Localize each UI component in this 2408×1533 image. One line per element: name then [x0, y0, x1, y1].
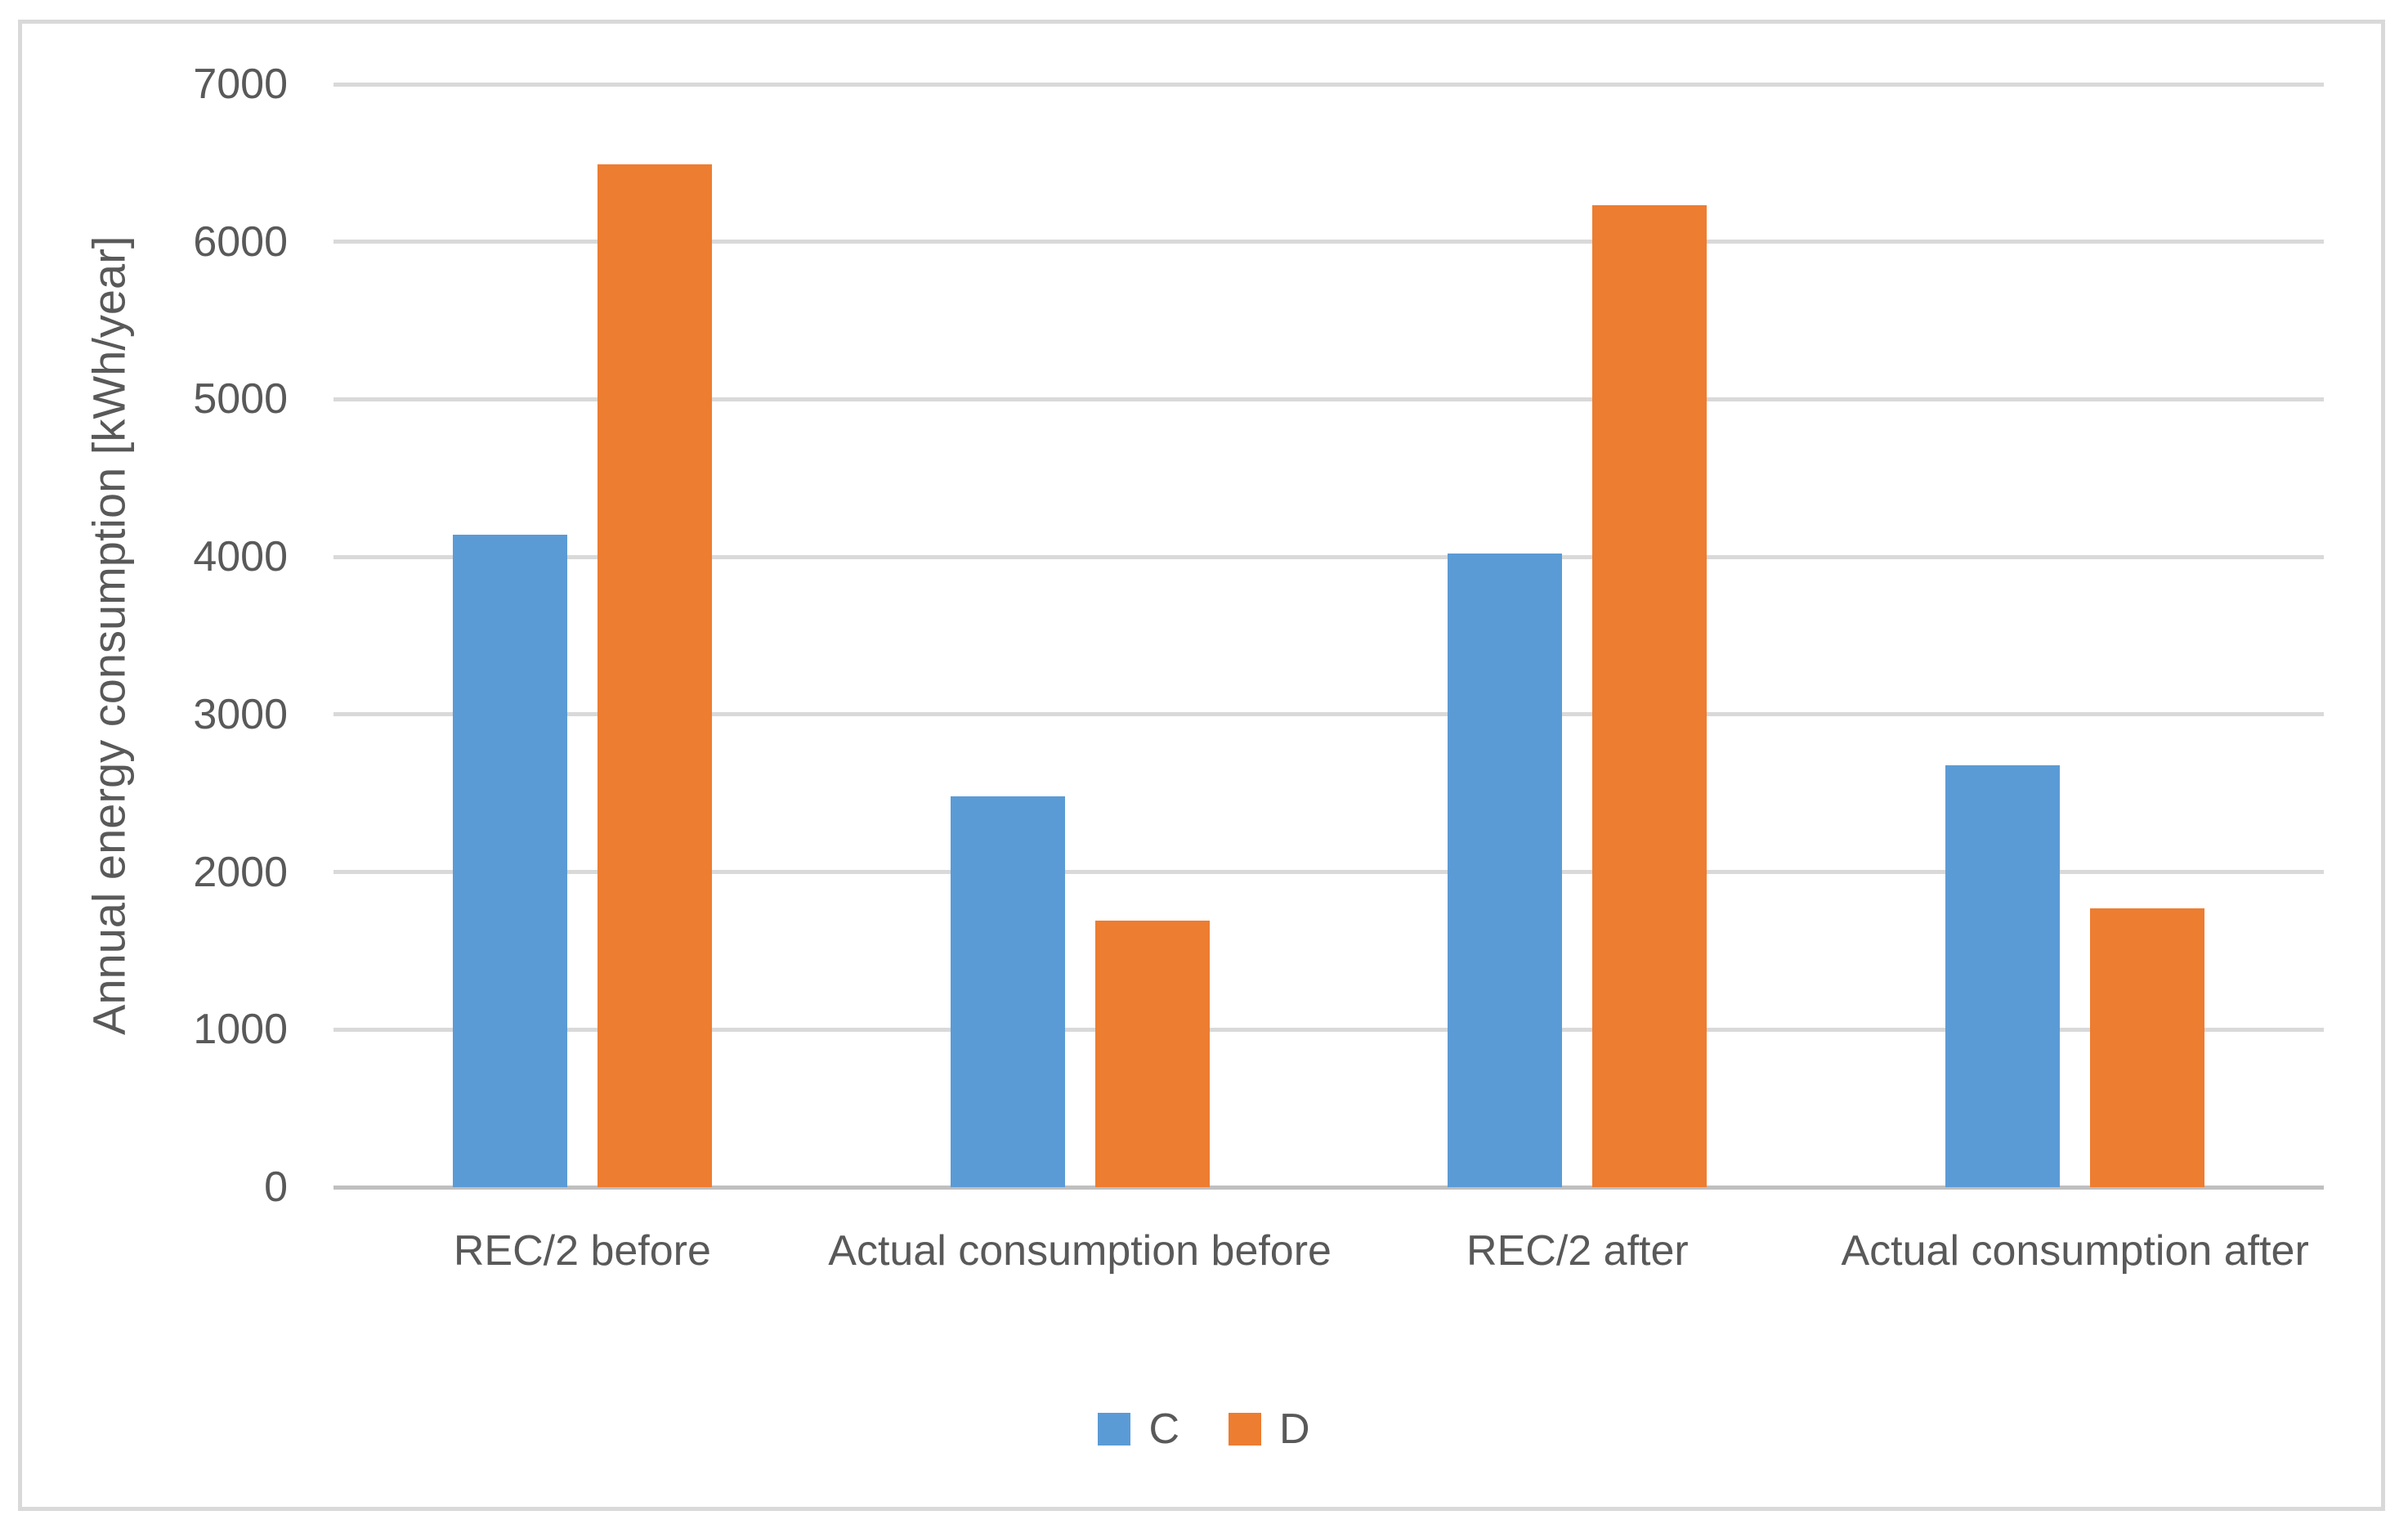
x-axis-label: Actual consumption after — [1841, 1227, 2309, 1275]
legend-label: C — [1148, 1405, 1179, 1453]
legend-item: C — [1098, 1408, 1179, 1450]
bar-series-c — [950, 796, 1065, 1187]
legend-item: D — [1229, 1408, 1310, 1450]
bar-series-d — [1094, 921, 1210, 1187]
y-axis-tick-label: 6000 — [193, 217, 288, 266]
x-axis-label: REC/2 before — [453, 1227, 711, 1275]
bar-group — [1329, 84, 1827, 1187]
bar-series-c — [1448, 554, 1563, 1187]
y-axis-tick-label: 7000 — [193, 61, 288, 108]
gridline — [333, 82, 2324, 87]
plot-area — [333, 82, 2324, 1190]
bar-series-c — [1945, 764, 2061, 1187]
gridline — [333, 1027, 2324, 1032]
y-axis-tick-label: 4000 — [193, 533, 288, 581]
y-axis-tick-labels: 0 1000 2000 3000 4000 5000 6000 7000 — [0, 61, 288, 1211]
x-axis-line — [333, 1185, 2324, 1190]
gridline — [333, 397, 2324, 401]
bar-group — [333, 84, 831, 1187]
bar-group — [1826, 84, 2324, 1187]
bar-group — [831, 84, 1329, 1187]
y-axis-tick-label: 1000 — [193, 1006, 288, 1054]
y-axis-tick-label: 5000 — [193, 375, 288, 424]
bar-series-d — [1592, 205, 1708, 1187]
gridline — [333, 554, 2324, 559]
x-axis-label: REC/2 after — [1466, 1227, 1689, 1275]
gridline — [333, 712, 2324, 717]
y-axis-tick-label: 2000 — [193, 848, 288, 896]
legend-swatch-d — [1229, 1413, 1261, 1446]
y-axis-tick-label: 3000 — [193, 690, 288, 738]
gridline — [333, 870, 2324, 875]
bar-series-c — [452, 535, 567, 1187]
x-axis-labels: REC/2 before Actual consumption before REC… — [333, 1220, 2324, 1383]
bar-series-d — [2090, 908, 2205, 1187]
y-axis-tick-label: 0 — [264, 1163, 288, 1211]
bar-series-d — [597, 164, 712, 1187]
gridline — [333, 240, 2324, 244]
legend-label: D — [1279, 1405, 1310, 1453]
chart-frame — [18, 20, 2385, 1511]
legend-swatch-c — [1098, 1413, 1131, 1446]
x-axis-label: Actual consumption before — [828, 1227, 1332, 1275]
